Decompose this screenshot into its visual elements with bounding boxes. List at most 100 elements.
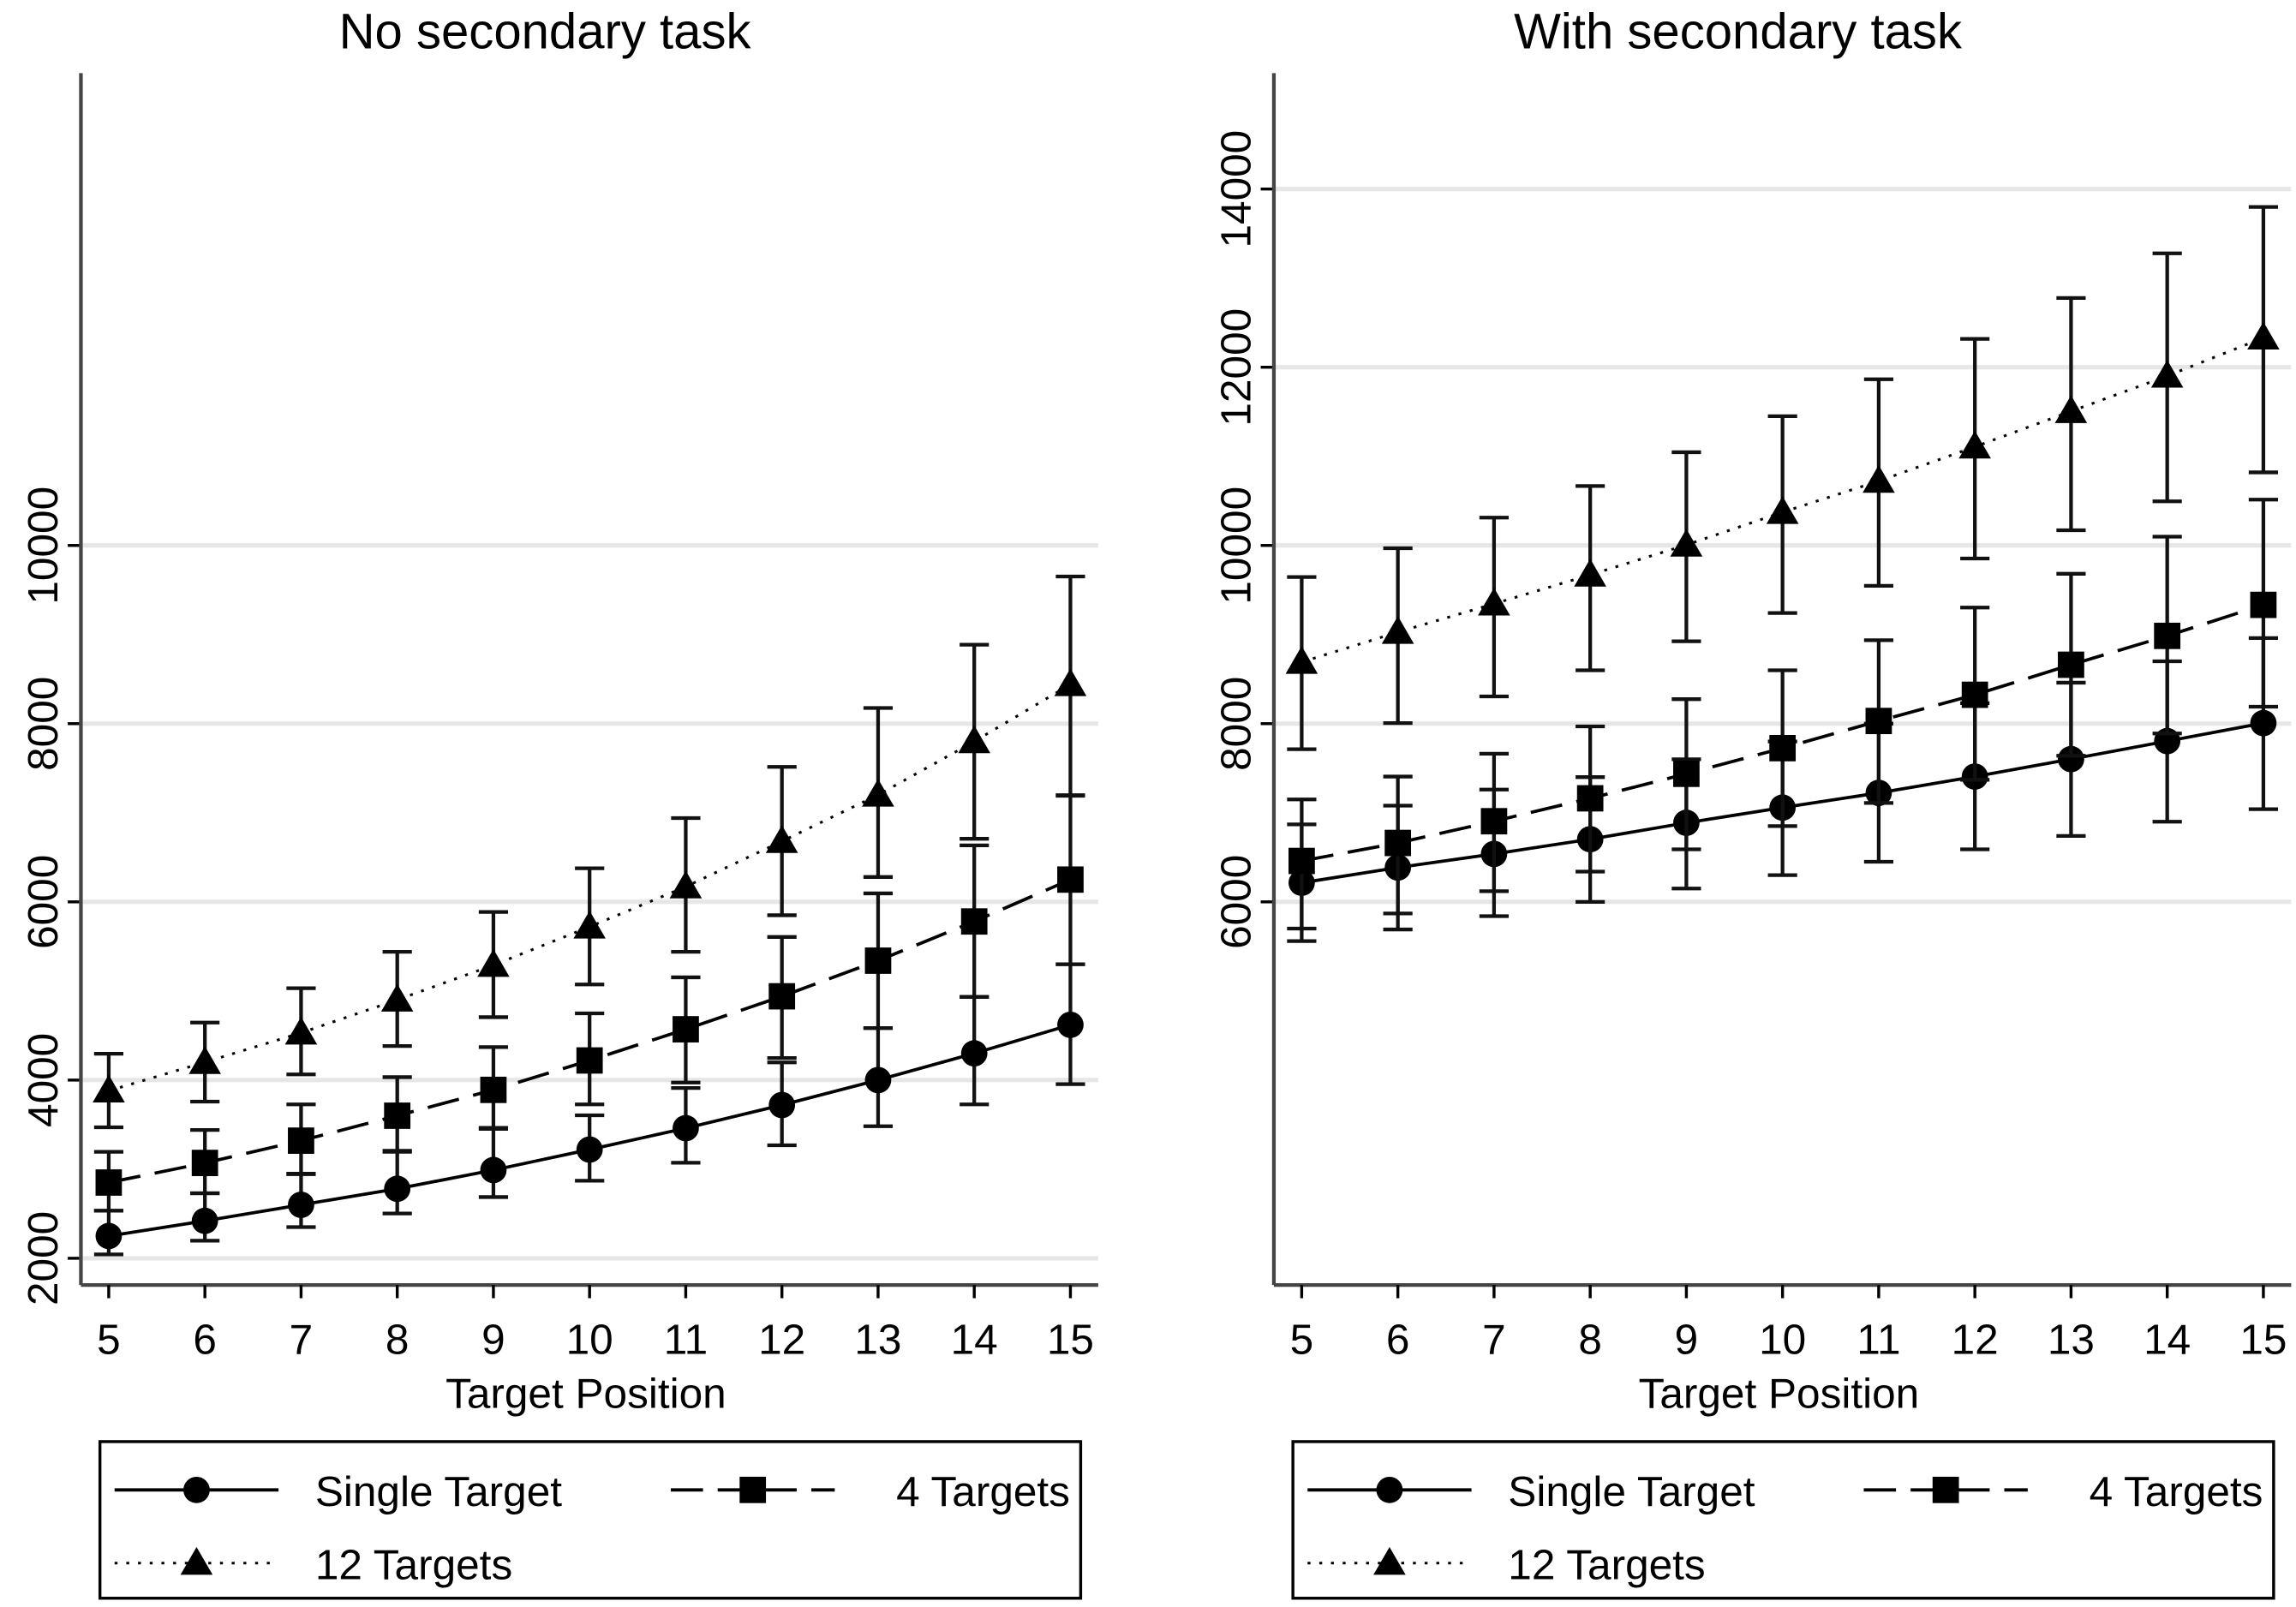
data-point: [191, 1150, 218, 1176]
data-point: [573, 911, 606, 939]
data-point: [2250, 591, 2277, 618]
panel-with-secondary-task: With secondary task 6000 8000 10000 12000 140…: [1213, 3, 2292, 1600]
data-point: [669, 870, 703, 899]
legend-marker-square: [1932, 1476, 1959, 1503]
x-tick-label: 6: [1386, 1316, 1410, 1363]
data-point: [191, 1207, 218, 1234]
legend-label: 4 Targets: [2090, 1468, 2263, 1515]
x-tick-label: 7: [290, 1316, 314, 1363]
data-point: [1480, 808, 1508, 835]
data-point: [380, 983, 414, 1012]
data-point: [960, 908, 988, 935]
data-point: [2150, 360, 2184, 388]
x-axis-label: Target Position: [1639, 1371, 1920, 1418]
y-tick-label: 2000: [20, 1211, 67, 1305]
data-point: [1865, 708, 1892, 735]
data-point: [765, 825, 798, 853]
y-tick-label: 14000: [1213, 130, 1260, 248]
data-point: [576, 1136, 603, 1163]
data-point: [188, 1046, 221, 1074]
x-tick-label: 5: [1290, 1316, 1314, 1363]
x-tick-label: 6: [193, 1316, 217, 1363]
data-point: [384, 1175, 411, 1203]
series-12-targets: [1285, 205, 2280, 751]
data-point: [862, 779, 894, 807]
data-point: [1961, 681, 1988, 708]
x-tick-label: 11: [664, 1316, 708, 1363]
data-point: [1769, 735, 1797, 762]
data-point: [1766, 496, 1799, 524]
data-point: [2250, 709, 2277, 737]
x-tick-label: 12: [1952, 1316, 1999, 1363]
legend-marker-circle: [1376, 1476, 1403, 1503]
data-point: [2054, 395, 2088, 423]
x-tick-label: 9: [481, 1316, 505, 1363]
legend-marker-triangle: [180, 1546, 213, 1575]
legend-label: Single Target: [1508, 1468, 1755, 1515]
data-point: [1670, 529, 1703, 557]
data-point: [1285, 646, 1318, 674]
data-point: [2058, 651, 2084, 678]
data-point: [1478, 588, 1510, 616]
legend-marker-triangle: [1373, 1546, 1406, 1575]
chart-title: No secondary task: [339, 3, 752, 59]
legend-label: 4 Targets: [896, 1468, 1070, 1515]
data-point: [95, 1169, 123, 1196]
data-point: [1574, 559, 1606, 587]
data-point: [288, 1127, 314, 1154]
data-point: [864, 947, 892, 974]
x-tick-label: 7: [1482, 1316, 1506, 1363]
data-point: [1289, 847, 1315, 875]
y-tick-label: 10000: [20, 487, 67, 605]
data-point: [1958, 430, 1991, 459]
data-point: [95, 1222, 123, 1250]
x-tick-label: 8: [1578, 1316, 1602, 1363]
legend: Single Target 4 Targets 12 Targets: [1291, 1440, 2275, 1600]
legend-label: Single Target: [315, 1468, 562, 1515]
x-tick-label: 14: [2144, 1316, 2191, 1363]
data-point: [1381, 616, 1414, 644]
data-point: [2154, 622, 2181, 649]
x-tick-label: 10: [1759, 1316, 1806, 1363]
legend-box: [1291, 1440, 2275, 1600]
data-point: [768, 1091, 796, 1119]
data-point: [480, 1076, 507, 1103]
x-tick-label: 13: [2048, 1316, 2095, 1363]
y-tick-label: 12000: [1213, 308, 1260, 427]
x-axis-label: Target Position: [445, 1371, 726, 1418]
y-tick-label: 10000: [1213, 487, 1260, 605]
data-point: [864, 1066, 892, 1094]
legend-box: [98, 1440, 1083, 1600]
data-point: [1863, 464, 1895, 493]
data-point: [1054, 668, 1087, 696]
panel-no-secondary-task: No secondary task 2000 4000 6000 8000 10000 5 6…: [20, 3, 1098, 1600]
data-point: [2058, 745, 2084, 773]
series-12-targets: [93, 574, 1087, 1130]
y-tick-label: 6000: [1213, 855, 1260, 949]
data-point: [673, 1016, 699, 1042]
y-tick-label: 8000: [20, 677, 67, 771]
y-tick-label: 4000: [20, 1033, 67, 1127]
data-point: [1057, 866, 1084, 893]
data-point: [384, 1102, 411, 1129]
x-tick-label: 9: [1675, 1316, 1699, 1363]
series-4-targets: [93, 793, 1085, 1213]
x-tick-label: 10: [566, 1316, 613, 1363]
legend-marker-square: [739, 1476, 767, 1503]
legend: Single Target 4 Targets 12 Targets: [98, 1440, 1083, 1600]
x-tick-label: 15: [2239, 1316, 2287, 1363]
legend-label: 12 Targets: [315, 1542, 512, 1589]
data-point: [2247, 321, 2280, 350]
series-single-target: [93, 962, 1085, 1257]
x-tick-label: 11: [1857, 1316, 1900, 1363]
y-tick-label: 6000: [20, 855, 67, 949]
legend-marker-circle: [183, 1476, 210, 1503]
data-point: [288, 1192, 314, 1218]
data-point: [768, 983, 796, 1010]
x-tick-label: 14: [951, 1316, 998, 1363]
x-tick-label: 13: [854, 1316, 901, 1363]
data-point: [93, 1074, 125, 1103]
data-point: [960, 1040, 988, 1067]
x-tick-label: 8: [386, 1316, 410, 1363]
